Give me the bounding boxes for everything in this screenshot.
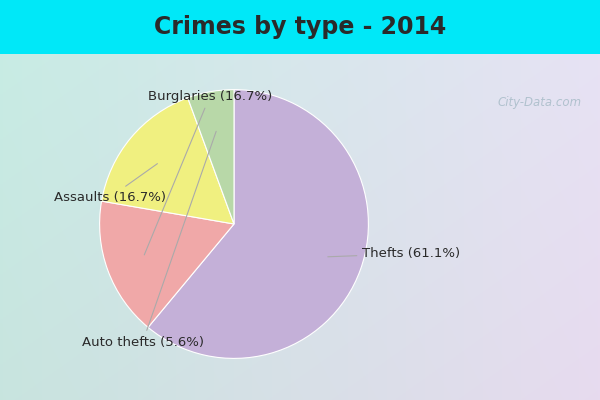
Text: Crimes by type - 2014: Crimes by type - 2014 xyxy=(154,15,446,39)
Text: Thefts (61.1%): Thefts (61.1%) xyxy=(328,247,460,260)
Wedge shape xyxy=(101,98,234,224)
Wedge shape xyxy=(148,90,368,358)
Text: Assaults (16.7%): Assaults (16.7%) xyxy=(55,164,166,204)
Text: Auto thefts (5.6%): Auto thefts (5.6%) xyxy=(82,131,216,349)
Text: City-Data.com: City-Data.com xyxy=(498,96,582,108)
Wedge shape xyxy=(188,90,234,224)
Text: Burglaries (16.7%): Burglaries (16.7%) xyxy=(144,90,272,255)
Wedge shape xyxy=(100,201,234,327)
